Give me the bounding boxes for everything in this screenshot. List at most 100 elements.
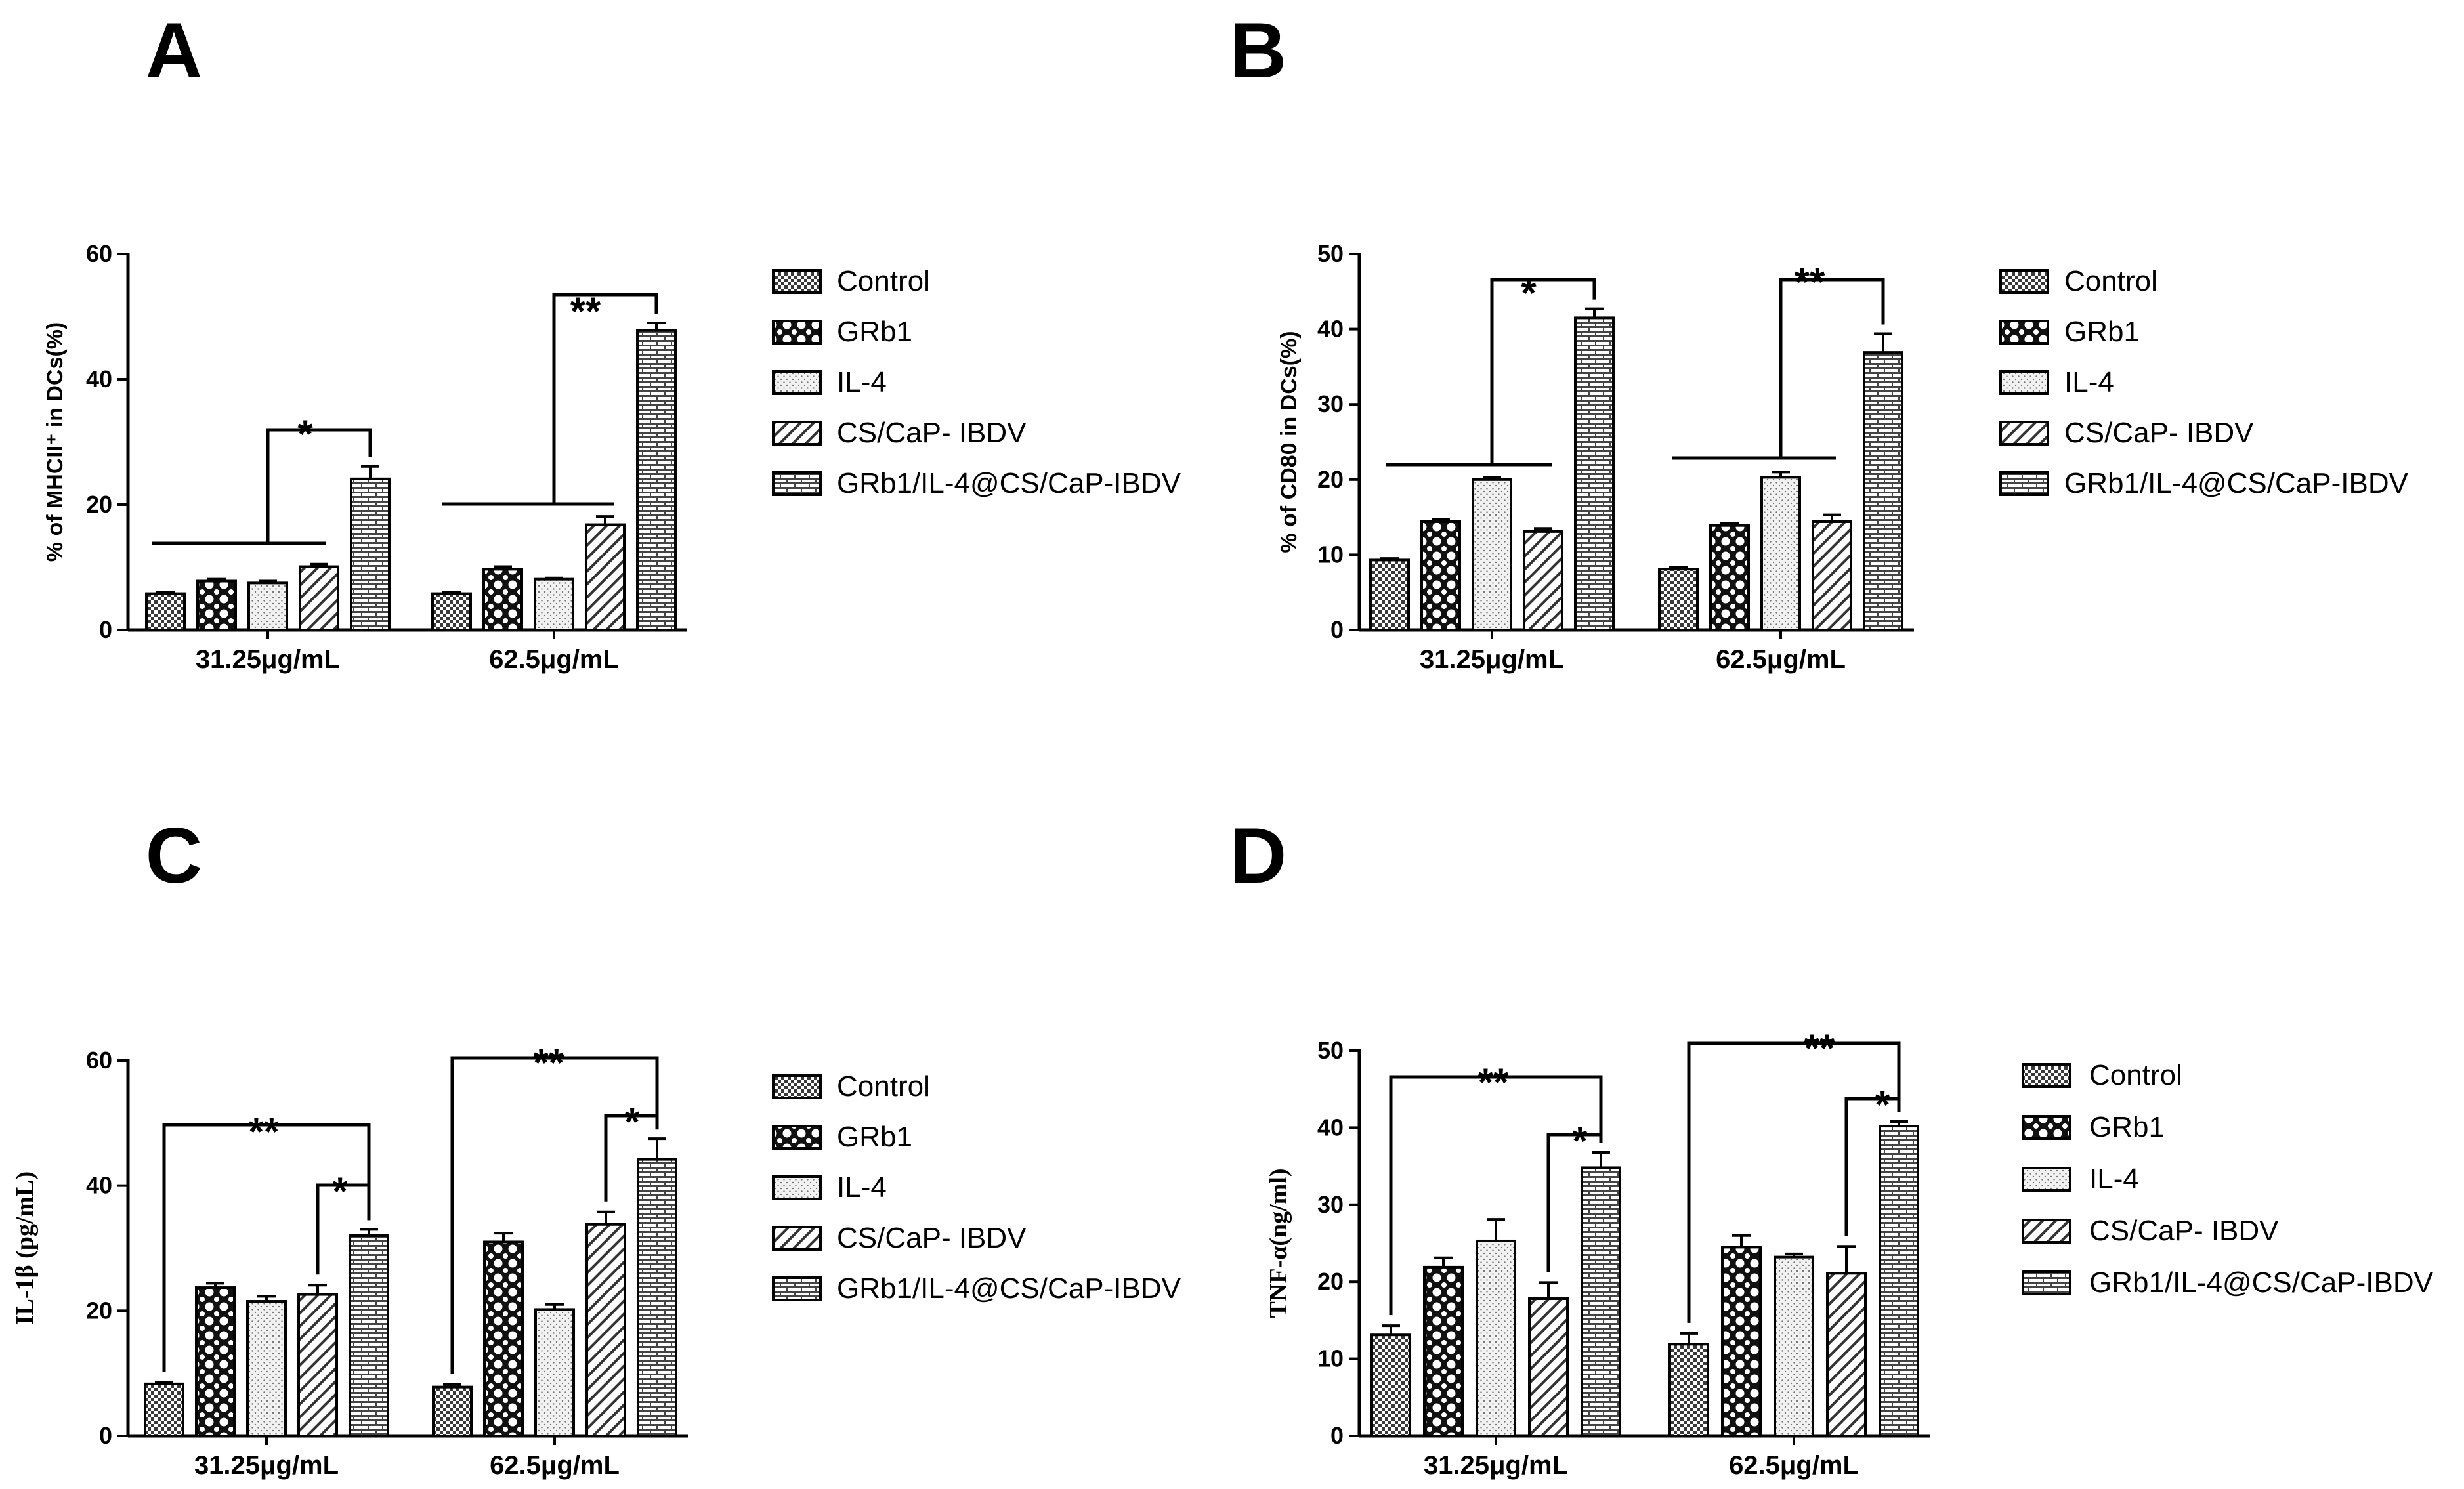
y-tick-label: 10: [1317, 541, 1344, 568]
legend-swatch: [2022, 1167, 2071, 1192]
category-label: 62.5μg/mL: [489, 645, 619, 674]
significance-bracket: [450, 1056, 659, 1374]
legend-swatch: [772, 1175, 822, 1200]
significance-label: *: [1521, 271, 1537, 315]
significance-label: **: [1478, 1060, 1509, 1104]
legend-swatch: [1999, 471, 2049, 496]
y-tick-label: 0: [1330, 616, 1344, 643]
bar: [246, 1300, 287, 1437]
panel-c: C 0 20 40 60 IL-1β (pg/mL) 31.25μg/mL 62.5μg/mL…: [11, 812, 1181, 1480]
legend-swatch: [772, 471, 822, 496]
significance-label: *: [624, 1100, 640, 1144]
y-axis-label: % of MHCII⁺ in DCs(%): [43, 322, 68, 562]
bar: [585, 523, 626, 631]
significance-bracket: [1546, 1133, 1603, 1272]
legend-swatch: [772, 1125, 822, 1150]
legend-label: IL-4: [2064, 366, 2114, 398]
y-axis-label: IL-1β (pg/mL): [11, 1171, 39, 1325]
bar: [1472, 478, 1512, 631]
category-label: 31.25μg/mL: [1424, 1451, 1568, 1480]
panel-letter: C: [146, 812, 203, 900]
significance-label: **: [1795, 260, 1825, 304]
significance-bracket: [1490, 278, 1596, 465]
bar: [1658, 568, 1699, 632]
significance-bracket: [1779, 278, 1885, 458]
bar: [1370, 1333, 1411, 1438]
bar: [432, 1385, 473, 1437]
legend-swatch: [772, 1226, 822, 1251]
bar: [1369, 558, 1410, 631]
bar: [483, 1240, 524, 1437]
bar: [144, 1382, 184, 1437]
bar: [1528, 1297, 1569, 1437]
panel-letter: B: [1230, 7, 1287, 94]
significance-label: *: [332, 1169, 348, 1213]
legend-label: GRb1/IL-4@CS/CaP-IBDV: [837, 467, 1181, 499]
legend-label: IL-4: [837, 366, 887, 398]
bar: [297, 1293, 338, 1437]
legend-label: IL-4: [837, 1171, 887, 1204]
y-tick-label: 40: [86, 366, 112, 392]
legend-label: CS/CaP- IBDV: [837, 417, 1027, 449]
y-tick-label: 60: [86, 1047, 112, 1074]
y-tick-label: 50: [1317, 1037, 1344, 1064]
bar: [195, 1286, 236, 1438]
bar: [145, 592, 186, 631]
significance-label: **: [249, 1110, 280, 1154]
bar: [1721, 1246, 1762, 1437]
bar: [534, 577, 574, 632]
bar: [1879, 1125, 1919, 1437]
panel-b: B 0 10 20 30 40 50 % of CD80 in DCs(%) 31.25μg/m…: [1230, 7, 2409, 674]
bar: [1812, 520, 1852, 632]
y-tick-label: 60: [86, 240, 112, 267]
category-label: 31.25μg/mL: [194, 1451, 339, 1480]
bar: [637, 1158, 677, 1438]
y-tick-label: 0: [99, 616, 112, 643]
significance-bracket: [266, 428, 372, 543]
significance-label: *: [1572, 1119, 1588, 1163]
bar: [1476, 1239, 1516, 1438]
legend-label: Control: [2089, 1059, 2182, 1091]
significance-bracket: [1687, 1041, 1901, 1323]
significance-label: *: [297, 412, 313, 456]
y-tick-label: 20: [1317, 466, 1344, 493]
y-tick-label: 20: [86, 1297, 112, 1324]
panel-letter: A: [146, 7, 203, 94]
legend-swatch: [2022, 1115, 2071, 1140]
bar: [1581, 1166, 1621, 1437]
significance-label: **: [534, 1041, 564, 1085]
y-tick-label: 40: [86, 1172, 112, 1199]
legend-swatch: [772, 269, 822, 294]
significance-bracket: [552, 293, 658, 504]
legend-swatch: [772, 1074, 822, 1099]
bar: [1423, 1265, 1464, 1438]
bar: [534, 1308, 575, 1437]
legend-swatch: [2022, 1270, 2071, 1295]
category-label: 62.5μg/mL: [1729, 1451, 1859, 1480]
y-tick-label: 20: [86, 491, 112, 518]
bar: [1826, 1272, 1867, 1438]
y-tick-label: 0: [99, 1422, 112, 1449]
category-label: 62.5μg/mL: [490, 1451, 620, 1480]
legend-swatch: [1999, 269, 2049, 294]
y-tick-label: 0: [1330, 1422, 1344, 1449]
legend-swatch: [1999, 421, 2049, 446]
legend-label: GRb1: [837, 1121, 912, 1153]
significance-bracket: [1844, 1097, 1901, 1236]
legend-label: GRb1: [837, 316, 912, 348]
legend-swatch: [772, 370, 822, 395]
y-tick-label: 20: [1317, 1268, 1344, 1295]
significance-label: **: [1804, 1026, 1835, 1070]
bar: [1574, 316, 1615, 631]
significance-bracket: [604, 1114, 659, 1202]
y-axis-label: TNF-α(ng/ml): [1265, 1168, 1292, 1318]
bar: [1760, 476, 1801, 631]
bar: [350, 477, 391, 631]
legend-swatch: [2022, 1219, 2071, 1244]
legend-swatch: [772, 1276, 822, 1301]
legend-swatch: [2022, 1063, 2071, 1088]
bar: [1863, 351, 1903, 631]
category-label: 31.25μg/mL: [196, 645, 340, 674]
legend-swatch: [1999, 370, 2049, 395]
